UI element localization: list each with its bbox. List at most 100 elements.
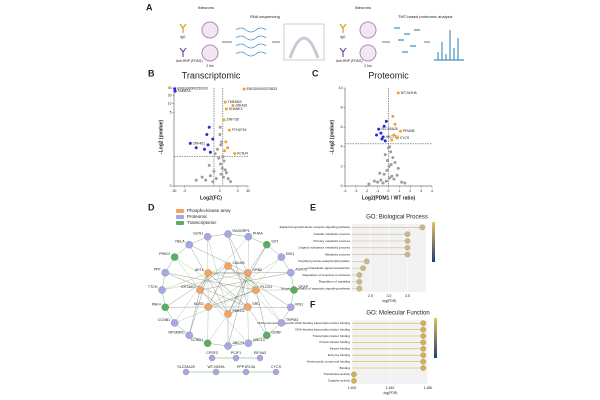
data-point [227, 128, 231, 132]
antibody-icon [179, 47, 187, 57]
network-node [170, 319, 179, 327]
data-point [383, 139, 387, 143]
network-node [290, 286, 298, 294]
dot [420, 346, 426, 352]
dot [404, 251, 411, 258]
point-label: ENSG00000250033 [177, 87, 207, 91]
network-edge [247, 244, 267, 274]
x-tick-label: 3 [420, 189, 422, 193]
panel-letter: F [310, 299, 316, 309]
data-point [393, 160, 397, 164]
panel-letter: D [148, 202, 155, 212]
dish-icon [201, 44, 219, 62]
data-point [226, 177, 230, 181]
network-edge [208, 272, 248, 308]
network-edge [208, 272, 295, 291]
node-label: RELA [175, 240, 185, 244]
network-edge [227, 244, 267, 315]
x-axis-label: -log(FDR) [382, 299, 397, 303]
treatment-label: Anti-RNP (PDM1) [336, 59, 363, 63]
data-point [224, 107, 228, 111]
node-label: CCND1 [191, 338, 203, 342]
time-label: 2 hrs [364, 64, 372, 68]
data-point [391, 156, 395, 160]
dot [420, 365, 426, 371]
method-label: TMT-based proteomic analysis [398, 14, 452, 19]
x-axis-label: Log2(FC) [200, 195, 222, 201]
data-point [220, 166, 224, 170]
legend-label: Proteomic [187, 214, 208, 219]
network-edge [227, 272, 248, 347]
chart-title: GO: Biological Process [366, 215, 428, 221]
data-point [392, 177, 396, 181]
dot [419, 224, 426, 231]
node-label: DDI1 [286, 252, 294, 256]
category-label: Intracellular signal transduction [307, 266, 350, 270]
cells-label: iNeurons [355, 5, 371, 10]
data-point [400, 180, 404, 184]
legend-swatch [176, 215, 184, 219]
point-label: CYCS [400, 136, 410, 140]
node-label: PRKCI [159, 252, 170, 256]
network-edge [189, 244, 248, 274]
node-label: PAK4 [152, 302, 161, 306]
category-label: RNA polymerase II-specific DNA-binding t… [257, 321, 350, 325]
dish-icon [359, 44, 377, 62]
data-point [382, 124, 386, 128]
y-tick-label: 40 [168, 86, 172, 90]
category-label: Protein kinase binding [320, 340, 351, 344]
point-label: SHANK3 [229, 107, 243, 111]
data-point [393, 122, 397, 126]
network-node [224, 230, 232, 238]
dot [420, 358, 426, 365]
data-point [382, 172, 386, 176]
network-node [244, 269, 252, 277]
antibody-icon [339, 47, 347, 57]
network-node [252, 286, 260, 294]
data-point [372, 179, 376, 183]
node-label: CCNB1 [158, 318, 170, 322]
node-label: UNC13 [253, 338, 265, 342]
network-node [287, 303, 295, 312]
data-point [403, 181, 407, 185]
node-label: PCIF1 [231, 351, 241, 355]
network-edge [189, 272, 209, 336]
panel-letter: E [310, 202, 316, 212]
data-point [376, 180, 380, 184]
y-tick-label: 8 [341, 105, 343, 109]
legend-swatch [176, 209, 184, 213]
x-tick-label: 1.400 [348, 386, 357, 390]
data-point [219, 143, 223, 147]
y-tick-label: 10 [339, 86, 343, 90]
category-label: Negative regulation of apoptotic signali… [281, 286, 350, 290]
network-node [277, 319, 286, 327]
data-point [224, 171, 228, 175]
network-node [203, 232, 212, 241]
data-point [389, 150, 393, 154]
data-point [194, 178, 198, 182]
antibody-icon [339, 23, 347, 33]
panel-letter: C [312, 68, 319, 78]
treatment-label: Anti-RNP (PDM1) [176, 59, 203, 63]
data-point [395, 136, 399, 140]
data-point [389, 162, 393, 166]
node-label: WT-NOHA [208, 365, 226, 369]
network-node [224, 262, 232, 270]
data-point [385, 168, 389, 172]
network-edge [208, 289, 257, 308]
network-node [244, 232, 253, 241]
data-point [207, 125, 211, 129]
data-point [375, 133, 379, 137]
network-node [170, 253, 179, 261]
network-node [224, 310, 232, 318]
network-edge [247, 272, 282, 324]
dot [360, 265, 366, 271]
network-node [272, 368, 280, 376]
dot [420, 320, 426, 326]
node-label: CALM3 [233, 261, 245, 265]
y-axis-label: -Log2 (pvalue) [329, 120, 335, 155]
node-label: SLC25A25 [177, 365, 194, 369]
mini-volcano-cloud [288, 36, 320, 59]
network-node [161, 268, 169, 277]
data-point [379, 131, 383, 135]
